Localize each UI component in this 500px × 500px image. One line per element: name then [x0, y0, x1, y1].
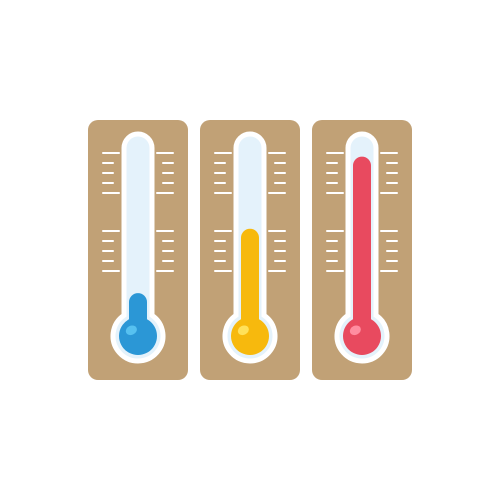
- thermometer-board-hot: [312, 120, 412, 380]
- thermometer-icon-warm: [200, 120, 300, 380]
- thermometer-board-warm: [200, 120, 300, 380]
- thermometer-icon-hot: [312, 120, 412, 380]
- thermometer-row: { "canvas": { "width": 500, "height": 50…: [0, 0, 500, 500]
- thermometer-icon-cold: [88, 120, 188, 380]
- thermometer-board-cold: [88, 120, 188, 380]
